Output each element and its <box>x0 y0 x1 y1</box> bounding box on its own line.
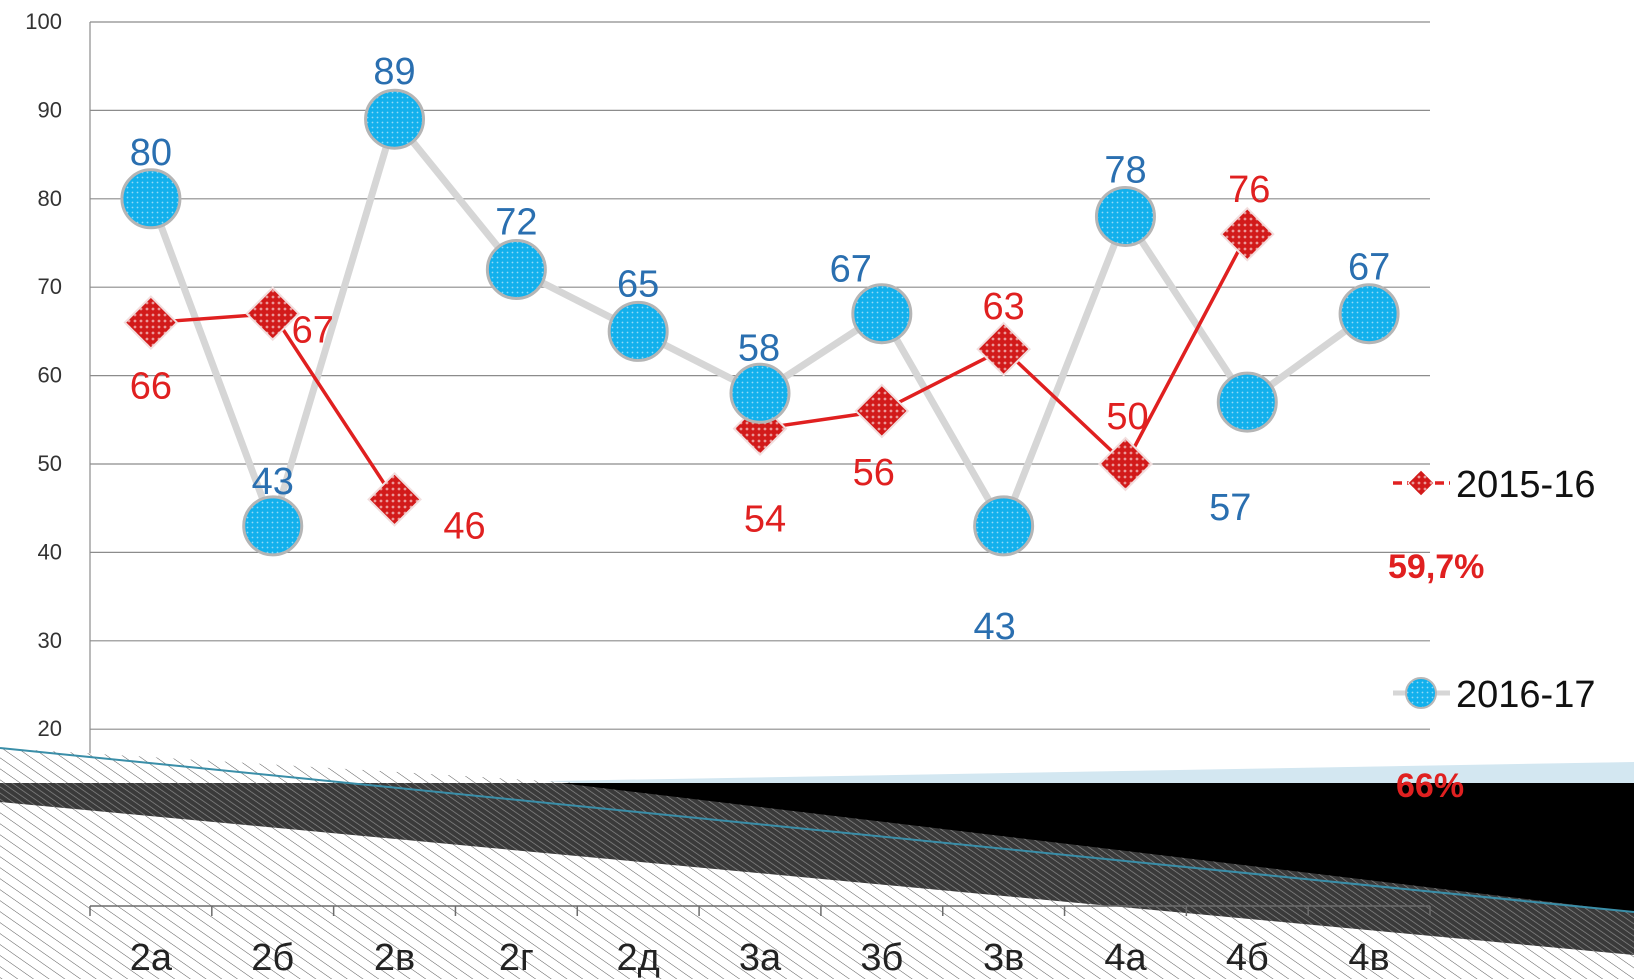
decorative-background <box>0 747 1634 979</box>
x-tick-2а: 2а <box>130 937 173 979</box>
data-label-2016-17-4а: 78 <box>1104 149 1146 191</box>
data-label-2016-17-2д: 65 <box>617 263 659 305</box>
point-2016-17-4а <box>1094 185 1156 247</box>
point-2016-17-4в <box>1338 283 1400 345</box>
y-tick-70: 70 <box>38 274 62 299</box>
point-2015-16-4б <box>1219 206 1275 262</box>
data-label-2016-17-3в: 43 <box>973 606 1015 648</box>
x-tick-4в: 4в <box>1348 937 1389 979</box>
data-label-2016-17-3а: 58 <box>738 327 780 369</box>
data-label-2015-16-3а: 54 <box>744 499 786 541</box>
summary-2015-16: 59,7% <box>1388 548 1484 586</box>
data-label-2016-17-2б: 43 <box>252 461 294 503</box>
point-2016-17-2в <box>364 88 426 150</box>
legend-label-2015-16: 2015-16 <box>1456 464 1595 506</box>
y-tick-20: 20 <box>38 716 62 741</box>
point-2015-16-3б <box>854 383 910 439</box>
legend-item-2016-17: 2016-17 <box>1393 674 1595 716</box>
point-2015-16-2а <box>123 295 179 350</box>
legend-item-2015-16: 2015-16 <box>1393 464 1595 506</box>
legend: 2015-16 59,7% 2016-17 66% <box>1388 464 1595 805</box>
x-tick-3б: 3б <box>860 937 903 979</box>
x-tick-2д: 2д <box>617 937 660 979</box>
point-2015-16-2в <box>367 471 422 527</box>
dark-hatch-band <box>0 783 1634 955</box>
x-tick-2в: 2в <box>374 937 415 979</box>
teal-line <box>0 747 1634 913</box>
legend-diamond-icon <box>1407 469 1435 497</box>
point-2015-16-2б <box>245 286 301 342</box>
y-tick-60: 60 <box>38 363 62 388</box>
x-axis <box>89 905 1431 916</box>
y-tick-100: 100 <box>25 9 62 34</box>
data-label-2016-17-4б: 57 <box>1209 487 1251 529</box>
x-tick-4б: 4б <box>1226 937 1269 979</box>
point-2016-17-3б <box>851 283 913 345</box>
y-tick-80: 80 <box>38 186 62 211</box>
data-label-2015-16-2б: 67 <box>292 310 334 352</box>
y-tick-50: 50 <box>38 451 62 476</box>
point-2016-17-3в <box>973 495 1035 557</box>
point-2016-17-3а <box>729 362 791 424</box>
data-label-2015-16-2а: 66 <box>130 366 172 408</box>
x-tick-3в: 3в <box>983 937 1024 979</box>
x-tick-4а: 4а <box>1104 937 1147 979</box>
point-2016-17-2а <box>120 168 182 230</box>
data-label-2016-17-2а: 80 <box>130 132 172 174</box>
x-tick-2г: 2г <box>499 937 534 979</box>
y-tick-30: 30 <box>38 628 62 653</box>
data-label-2015-16-4а: 50 <box>1106 396 1148 438</box>
data-label-2016-17-3б: 67 <box>830 249 872 291</box>
series <box>120 88 1400 557</box>
point-2015-16-4а <box>1098 436 1153 492</box>
point-2016-17-2г <box>485 239 547 301</box>
x-tick-2б: 2б <box>251 937 294 979</box>
data-label-2016-17-2г: 72 <box>495 202 537 244</box>
data-label-2015-16-2в: 46 <box>443 505 485 547</box>
data-label-2015-16-3в: 63 <box>982 286 1024 328</box>
legend-circle-icon <box>1405 677 1437 709</box>
data-label-2016-17-2в: 89 <box>373 51 415 93</box>
point-2016-17-2б <box>242 495 304 557</box>
x-tick-labels: 2а 2б 2в 2г 2д 3а 3б 3в 4а 4б 4в <box>130 937 1390 979</box>
x-tick-3а: 3а <box>739 937 782 979</box>
legend-label-2016-17: 2016-17 <box>1456 674 1595 716</box>
point-2016-17-2д <box>607 300 669 362</box>
data-label-2015-16-3б: 56 <box>853 452 895 494</box>
y-tick-90: 90 <box>38 97 62 122</box>
point-2016-17-4б <box>1216 371 1278 433</box>
data-label-2015-16-4б: 76 <box>1228 169 1270 211</box>
data-label-2016-17-4в: 67 <box>1348 247 1390 289</box>
data-labels: 66 67 46 54 56 63 50 76 80 43 89 72 65 58 67 43 78 57 67 <box>130 51 1390 648</box>
y-tick-40: 40 <box>38 539 62 564</box>
summary-2016-17: 66% <box>1396 767 1464 805</box>
point-2015-16-3в <box>976 321 1032 377</box>
